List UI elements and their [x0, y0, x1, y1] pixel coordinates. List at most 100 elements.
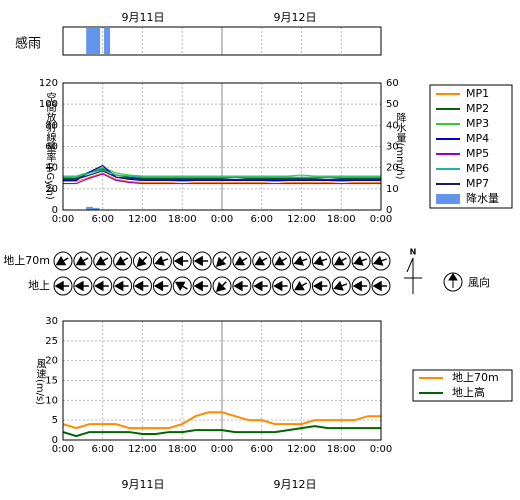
y2-tick-label: 50 [386, 99, 399, 110]
arrow [215, 281, 227, 293]
series-line [62, 425, 381, 438]
y2-tick-label: 30 [386, 142, 399, 153]
wind-arrow [93, 251, 113, 271]
y-tick-label: 80 [45, 120, 58, 131]
wind-arrow [232, 276, 252, 296]
y-tick-label: 5 [52, 415, 58, 426]
x-tick-label: 12:00 [287, 214, 316, 225]
arrow [293, 255, 308, 266]
arrow [273, 280, 288, 292]
arrow [136, 256, 148, 268]
series-line [63, 167, 381, 177]
date-label: 9月12日 [274, 478, 317, 491]
compass [404, 257, 422, 294]
x-tick-label: 0:00 [52, 444, 74, 455]
wind-arrow [172, 276, 192, 296]
arrow [353, 255, 368, 266]
row-label: 地上 [28, 279, 50, 292]
wind-arrow [292, 276, 311, 296]
x-tick-label: 0:00 [370, 444, 392, 455]
arrow [215, 256, 227, 268]
wind-arrow [272, 251, 292, 271]
arrow [193, 255, 209, 267]
wind-arrow [212, 276, 232, 296]
legend-label: MP3 [466, 117, 489, 130]
plot-frame [62, 82, 382, 211]
x-tick-label: 6:00 [251, 214, 273, 225]
legend-swatch [436, 194, 460, 204]
x-tick-label: 6:00 [92, 214, 114, 225]
date-label: 9月12日 [274, 11, 317, 24]
x-tick-label: 0:00 [211, 444, 233, 455]
arrow [75, 256, 89, 266]
precip-bar [92, 207, 100, 210]
wind-arrow [113, 251, 133, 271]
wind-arrow [133, 276, 152, 296]
wind-arrow [192, 276, 212, 296]
arrow [372, 280, 387, 292]
wind-arrow [292, 251, 311, 271]
arrow [373, 255, 387, 266]
legend-label: 降水量 [466, 191, 499, 205]
y-tick-label: 0 [52, 435, 58, 446]
x-tick-label: 18:00 [168, 214, 197, 225]
north-label: N [410, 248, 417, 257]
arrow [173, 255, 189, 267]
series-line [63, 169, 381, 178]
wind-arrow [93, 276, 113, 296]
legend-box [412, 369, 513, 402]
arrow [254, 256, 268, 266]
y-tick-label: 60 [45, 142, 58, 153]
y-tick-label: 120 [39, 78, 58, 89]
legend-label: MP4 [466, 132, 489, 145]
arrow [114, 280, 129, 292]
series-line [62, 411, 381, 430]
wind-arrow [113, 276, 133, 296]
y-tick-label: 40 [45, 163, 58, 174]
wind-arrow [152, 251, 172, 271]
wind-arrow [252, 276, 272, 296]
plot-frame [62, 320, 382, 441]
x-tick-label: 0:00 [370, 214, 392, 225]
y2-axis-label: 降水量(mm/h) [394, 111, 406, 179]
row-label: 地上70m [3, 254, 50, 267]
arrow [153, 280, 169, 292]
y-tick-label: 20 [45, 356, 58, 367]
wind-arrow [371, 251, 391, 271]
y-tick-label: 100 [39, 99, 58, 110]
arrow [294, 281, 308, 291]
arrow [74, 280, 89, 292]
arrow [115, 256, 129, 266]
arrow [133, 280, 149, 292]
date-label: 9月11日 [122, 478, 165, 491]
x-tick-label: 12:00 [287, 444, 316, 455]
y-tick-label: 30 [45, 316, 58, 327]
x-tick-label: 0:00 [211, 214, 233, 225]
arrow [55, 256, 69, 266]
wind-arrow [351, 251, 371, 271]
arrow [95, 256, 109, 266]
arrow [253, 280, 268, 292]
y-axis-label: 風速(m/s) [34, 359, 46, 405]
arrow [94, 280, 109, 292]
wind-arrow [133, 251, 152, 271]
wind-arrow [53, 276, 73, 296]
wind-legend-label: 風向 [468, 275, 490, 289]
arrow [333, 256, 347, 266]
arrow [234, 256, 248, 266]
arrow [233, 280, 248, 292]
wind-arrow [172, 251, 192, 271]
legend-label: 地上70m [452, 371, 499, 384]
y-tick-label: 25 [45, 336, 58, 347]
y2-tick-label: 40 [386, 120, 399, 131]
x-tick-label: 18:00 [327, 214, 356, 225]
wind-arrow [152, 276, 172, 296]
arrow [54, 280, 69, 292]
y-tick-label: 20 [45, 184, 58, 195]
wind-arrow [252, 251, 272, 271]
series-line [63, 172, 381, 184]
y2-tick-label: 60 [386, 78, 399, 89]
y2-tick-label: 20 [386, 163, 399, 174]
